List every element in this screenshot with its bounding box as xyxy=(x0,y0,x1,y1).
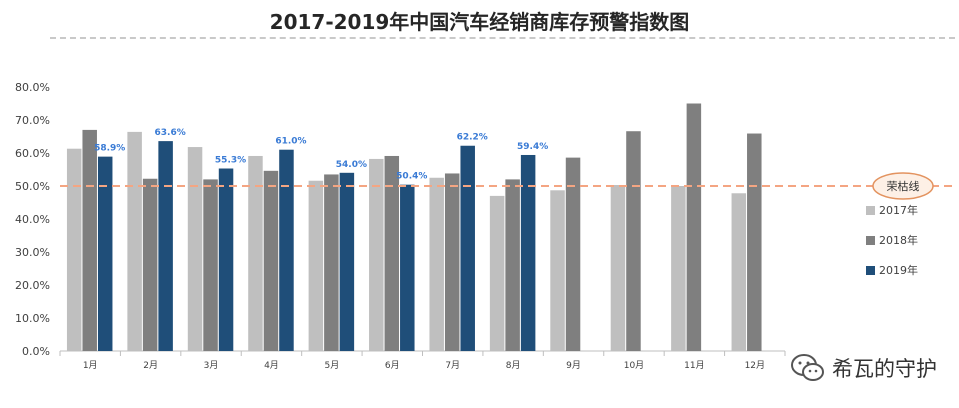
bar-2018年-9月 xyxy=(565,157,581,351)
y-tick-label: 80.0% xyxy=(15,81,50,94)
bar-2017年-4月 xyxy=(248,155,263,351)
data-label: 61.0% xyxy=(275,137,306,147)
bar-2017年-3月 xyxy=(187,147,203,351)
data-label: 58.9% xyxy=(94,144,125,154)
y-tick-label: 50.0% xyxy=(15,180,50,193)
legend-label: 2017年 xyxy=(879,203,918,217)
data-label: 55.3% xyxy=(215,156,246,166)
wechat-icon xyxy=(791,354,824,381)
legend-swatch-2017年 xyxy=(866,206,875,215)
bar-2019年-3月 xyxy=(218,168,234,351)
bar-2017年-6月 xyxy=(369,158,384,351)
bar-2018年-8月 xyxy=(505,179,520,351)
bar-2019年-5月 xyxy=(339,172,355,351)
bar-2018年-7月 xyxy=(444,173,460,351)
bar-2018年-11月 xyxy=(686,103,702,351)
data-label: 63.6% xyxy=(155,128,186,138)
bar-2018年-12月 xyxy=(747,133,762,351)
bar-2017年-11月 xyxy=(671,186,686,351)
bar-2018年-3月 xyxy=(203,179,218,351)
legend-swatch-2019年 xyxy=(866,266,875,275)
bar-2019年-4月 xyxy=(279,149,294,351)
y-tick-label: 0.0% xyxy=(22,345,50,358)
data-label: 50.4% xyxy=(396,172,427,182)
x-tick-label: 6月 xyxy=(385,360,400,371)
y-tick-label: 40.0% xyxy=(15,213,50,226)
data-label: 62.2% xyxy=(457,133,488,143)
y-tick-label: 30.0% xyxy=(15,246,50,259)
bar-2018年-10月 xyxy=(626,131,641,351)
watermark: 希瓦的守护 xyxy=(790,350,955,386)
bar-2017年-12月 xyxy=(731,193,747,351)
bar-2018年-6月 xyxy=(384,155,400,351)
x-tick-label: 2月 xyxy=(143,360,158,371)
bar-2017年-7月 xyxy=(429,177,444,351)
x-tick-label: 1月 xyxy=(83,360,98,371)
legend-label: 2018年 xyxy=(879,233,918,247)
bar-2017年-2月 xyxy=(127,131,142,351)
x-tick-label: 10月 xyxy=(624,360,644,371)
x-tick-label: 11月 xyxy=(684,360,704,371)
bar-2018年-5月 xyxy=(324,174,339,351)
chart-title: 2017-2019年中国汽车经销商库存预警指数图 xyxy=(269,10,690,34)
bar-2019年-1月 xyxy=(97,156,113,351)
legend-swatch-2018年 xyxy=(866,236,875,245)
bar-2017年-9月 xyxy=(550,190,565,351)
x-tick-label: 9月 xyxy=(566,360,581,371)
bar-2017年-10月 xyxy=(610,185,626,351)
y-tick-label: 70.0% xyxy=(15,114,50,127)
x-tick-label: 3月 xyxy=(204,360,219,371)
x-tick-label: 12月 xyxy=(745,360,765,371)
x-tick-label: 5月 xyxy=(325,360,340,371)
bar-2019年-8月 xyxy=(520,154,536,351)
y-tick-label: 60.0% xyxy=(15,147,50,160)
data-label: 59.4% xyxy=(517,142,548,152)
y-tick-label: 10.0% xyxy=(15,312,50,325)
bar-2017年-8月 xyxy=(489,195,505,351)
x-tick-label: 7月 xyxy=(445,360,460,371)
watermark-text: 希瓦的守护 xyxy=(832,357,937,381)
bar-2017年-5月 xyxy=(308,180,324,351)
bar-2019年-2月 xyxy=(158,141,173,351)
bar-2017年-1月 xyxy=(66,148,82,351)
title-divider xyxy=(50,37,955,39)
x-tick-label: 4月 xyxy=(264,360,279,371)
data-label: 54.0% xyxy=(336,160,367,170)
y-tick-label: 20.0% xyxy=(15,279,50,292)
bar-2018年-4月 xyxy=(263,170,279,351)
reference-line-badge xyxy=(872,172,934,200)
bar-2019年-6月 xyxy=(400,184,415,351)
bar-2018年-2月 xyxy=(142,178,158,351)
reference-line-label: 荣枯线 xyxy=(887,179,920,193)
x-tick-label: 8月 xyxy=(506,360,521,371)
bar-2018年-1月 xyxy=(82,129,97,351)
legend-label: 2019年 xyxy=(879,263,918,277)
bar-2019年-7月 xyxy=(460,145,475,351)
